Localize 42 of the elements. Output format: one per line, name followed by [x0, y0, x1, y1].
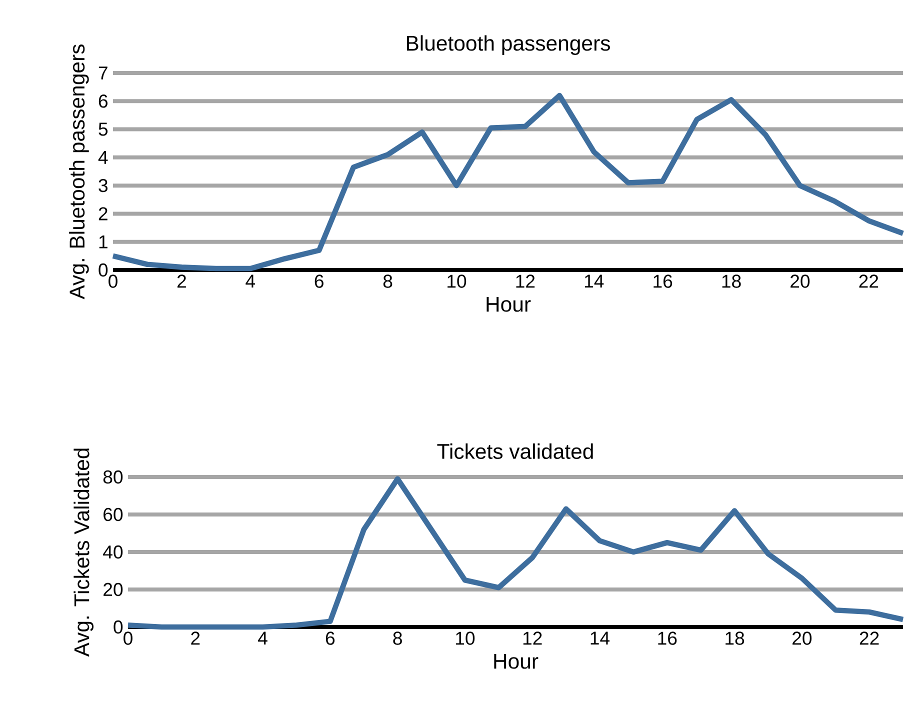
x-tick-label: 2 [177, 274, 186, 288]
x-tick-label: 4 [258, 632, 268, 644]
x-tick-label: 20 [790, 274, 810, 288]
y-tick-label: 20 [104, 582, 123, 596]
x-tick-label: 8 [383, 274, 392, 288]
x-tick-label: 6 [326, 632, 335, 645]
x-tick-label: 12 [516, 274, 535, 288]
y-tick-label: 60 [104, 508, 123, 522]
y-tick-label: 0 [98, 263, 108, 277]
x-tick-label: 16 [658, 632, 677, 645]
x-tick-label: 20 [792, 632, 812, 645]
x-tick-label: 10 [448, 274, 466, 288]
x-tick-label: 8 [393, 632, 402, 645]
x-tick-label: 22 [859, 274, 878, 288]
x-tick-label: 18 [722, 274, 741, 288]
y-tick-label: 40 [103, 545, 123, 559]
y-tick-label: 4 [98, 151, 108, 164]
x-tick-label: 22 [860, 632, 879, 645]
x-tick-label: 12 [523, 632, 542, 645]
x-tick-label: 14 [584, 274, 604, 288]
y-tick-label: 80 [103, 470, 123, 484]
x-tick-label: 18 [726, 632, 744, 645]
y-tick-label: 3 [98, 178, 108, 192]
x-tick-label: 16 [654, 274, 672, 288]
chart-title: Tickets validated [437, 443, 593, 460]
y-axis-title: Avg. Tickets Validated [74, 448, 94, 657]
y-tick-label: 6 [98, 94, 108, 108]
x-tick-label: 14 [590, 632, 610, 644]
x-tick-label: 6 [314, 274, 324, 288]
x-tick-label: 10 [456, 632, 475, 645]
y-tick-label: 0 [114, 620, 123, 634]
x-tick-label: 2 [191, 632, 200, 645]
x-axis-title: Hour [494, 654, 538, 669]
x-tick-label: 4 [246, 274, 256, 288]
y-tick-label: 2 [98, 207, 108, 220]
x-axis-title: Hour [486, 296, 531, 312]
y-axis-title: Avg. Bluetooth passengers [69, 44, 89, 300]
y-tick-label: 7 [98, 66, 108, 80]
y-tick-label: 5 [98, 122, 108, 136]
chart-title: Bluetooth passengers [406, 35, 610, 56]
x-tick-label: 0 [124, 632, 132, 645]
y-tick-label: 1 [99, 235, 108, 248]
